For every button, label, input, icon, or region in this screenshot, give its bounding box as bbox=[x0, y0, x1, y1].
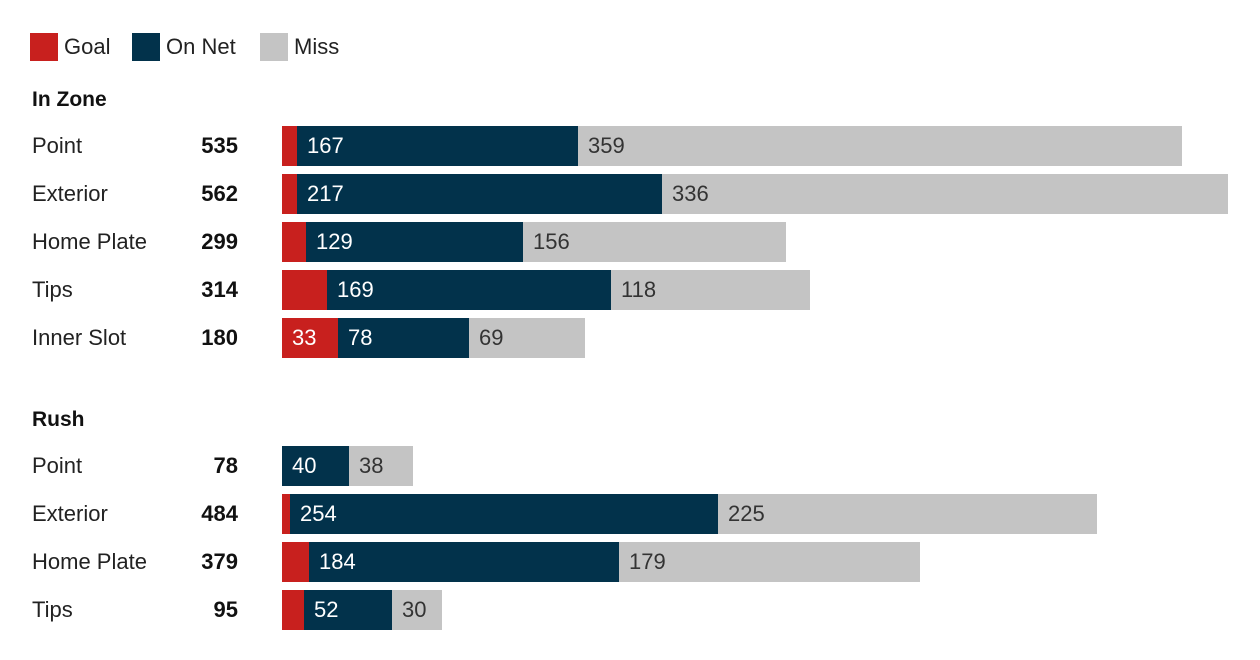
on-net-segment bbox=[282, 446, 349, 486]
row-label: Exterior bbox=[32, 501, 108, 526]
legend-label: Miss bbox=[294, 34, 340, 59]
row-label: Exterior bbox=[32, 181, 108, 206]
bar-row: Tips 314 169 118 bbox=[0, 270, 1260, 310]
row-label: Tips bbox=[32, 277, 73, 302]
legend-swatch bbox=[132, 33, 160, 61]
on-net-segment-label: 78 bbox=[348, 325, 373, 350]
miss-segment-label: 359 bbox=[588, 133, 625, 158]
on-net-segment-label: 129 bbox=[316, 229, 353, 254]
row-label: Tips bbox=[32, 597, 73, 622]
goal-segment bbox=[282, 270, 327, 310]
group-title: In Zone bbox=[32, 88, 107, 111]
group-title: Rush bbox=[32, 408, 85, 431]
goal-segment bbox=[282, 222, 306, 262]
row-total: 535 bbox=[201, 133, 238, 158]
legend-item-on-net: On Net bbox=[132, 32, 236, 62]
miss-segment-label: 69 bbox=[479, 325, 504, 350]
goal-segment bbox=[282, 174, 297, 214]
row-label: Inner Slot bbox=[32, 325, 127, 350]
on-net-segment-label: 184 bbox=[319, 549, 356, 574]
miss-segment-label: 30 bbox=[402, 597, 427, 622]
miss-segment-label: 179 bbox=[629, 549, 666, 574]
goal-segment-label: 33 bbox=[292, 325, 317, 350]
bar-row: Point 78 40 38 bbox=[0, 446, 1260, 486]
miss-segment-label: 38 bbox=[359, 453, 384, 478]
miss-segment-label: 118 bbox=[621, 277, 657, 302]
bar-row: Exterior 562 217 336 bbox=[0, 174, 1260, 214]
miss-segment bbox=[619, 542, 920, 582]
row-total: 562 bbox=[201, 181, 238, 206]
miss-segment bbox=[611, 270, 810, 310]
on-net-segment bbox=[290, 494, 718, 534]
legend-swatch bbox=[30, 33, 58, 61]
on-net-segment bbox=[297, 174, 662, 214]
on-net-segment bbox=[297, 126, 578, 166]
miss-segment bbox=[469, 318, 585, 358]
on-net-segment-label: 52 bbox=[314, 597, 339, 622]
miss-segment bbox=[392, 590, 442, 630]
on-net-segment bbox=[304, 590, 392, 630]
legend-swatch bbox=[260, 33, 288, 61]
miss-segment bbox=[578, 126, 1182, 166]
bar-row: Point 535 167 359 bbox=[0, 126, 1260, 166]
miss-segment-label: 225 bbox=[728, 501, 765, 526]
legend-item-miss: Miss bbox=[260, 32, 339, 62]
on-net-segment-label: 40 bbox=[292, 453, 317, 478]
bar-row: Inner Slot 180 33 78 69 bbox=[0, 318, 1260, 358]
goal-segment bbox=[282, 590, 304, 630]
on-net-segment-label: 254 bbox=[300, 501, 337, 526]
legend-label: On Net bbox=[166, 34, 236, 59]
miss-segment bbox=[662, 174, 1228, 214]
row-label: Home Plate bbox=[32, 229, 147, 254]
miss-segment bbox=[349, 446, 413, 486]
goal-segment bbox=[282, 126, 297, 166]
row-total: 78 bbox=[213, 453, 238, 478]
miss-segment bbox=[718, 494, 1097, 534]
miss-segment-label: 336 bbox=[672, 181, 709, 206]
row-label: Home Plate bbox=[32, 549, 147, 574]
goal-segment bbox=[282, 542, 309, 582]
on-net-segment-label: 217 bbox=[307, 181, 344, 206]
row-total: 180 bbox=[201, 325, 238, 350]
goal-segment bbox=[282, 494, 290, 534]
row-total: 484 bbox=[201, 501, 238, 526]
on-net-segment bbox=[327, 270, 611, 310]
bar-row: Home Plate 299 129 156 bbox=[0, 222, 1260, 262]
on-net-segment-label: 167 bbox=[307, 133, 344, 158]
on-net-segment bbox=[306, 222, 523, 262]
row-label: Point bbox=[32, 133, 83, 158]
miss-segment-label: 156 bbox=[533, 229, 570, 254]
legend-label: Goal bbox=[64, 34, 111, 59]
row-total: 299 bbox=[201, 229, 238, 254]
row-label: Point bbox=[32, 453, 83, 478]
on-net-segment bbox=[338, 318, 469, 358]
row-total: 95 bbox=[213, 597, 238, 622]
bar-row: Tips 95 52 30 bbox=[0, 590, 1260, 630]
bar-row: Home Plate 379 184 179 bbox=[0, 542, 1260, 582]
on-net-segment-label: 169 bbox=[337, 277, 374, 302]
miss-segment bbox=[523, 222, 786, 262]
bar-row: Exterior 484 254 225 bbox=[0, 494, 1260, 534]
row-total: 314 bbox=[201, 277, 238, 302]
row-total: 379 bbox=[201, 549, 238, 574]
goal-segment bbox=[282, 318, 338, 358]
legend-item-goal: Goal bbox=[30, 32, 110, 62]
on-net-segment bbox=[309, 542, 619, 582]
